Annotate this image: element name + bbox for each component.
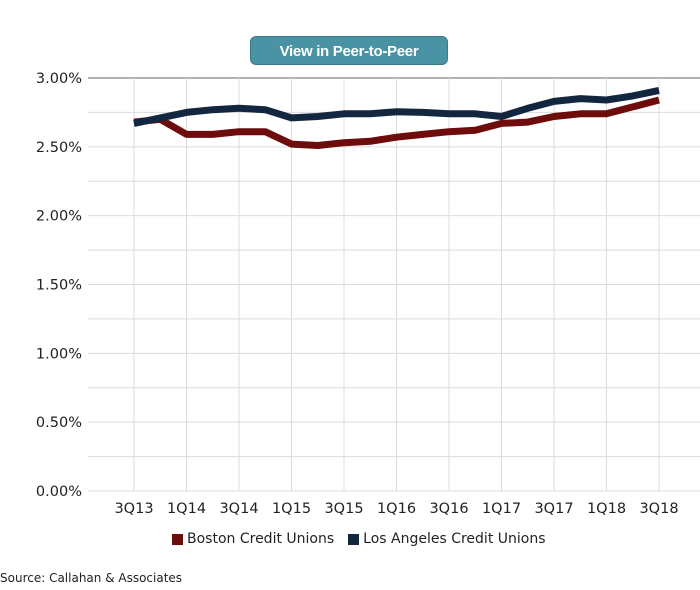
- source-note: Source: Callahan & Associates: [0, 571, 183, 585]
- legend-label-los-angeles: Los Angeles Credit Unions: [363, 531, 546, 547]
- legend-swatch-los-angeles: [348, 533, 360, 545]
- legend-label-boston: Boston Credit Unions: [187, 531, 335, 547]
- line-chart: 3Q13 1Q14 3Q14 1Q15 3Q15 1Q16 3Q16 1Q17 3Q17 1Q18…: [36, 71, 700, 517]
- x-tick-label: 1Q16: [377, 501, 416, 517]
- x-tick-label: 1Q14: [167, 501, 206, 517]
- x-tick-label: 3Q13: [114, 501, 153, 517]
- x-tick-label: 3Q14: [219, 501, 258, 517]
- y-tick-label: 0.50%: [36, 415, 82, 431]
- x-tick-label: 3Q16: [429, 501, 468, 517]
- legend-item-boston: Boston Credit Unions: [172, 531, 334, 547]
- x-tick-label: 1Q17: [482, 501, 521, 517]
- y-tick-label: 1.00%: [36, 346, 82, 362]
- y-tick-label: 0.00%: [36, 484, 82, 500]
- legend-item-los-angeles: Los Angeles Credit Unions: [348, 531, 546, 547]
- x-tick-label: 1Q15: [272, 501, 311, 517]
- legend-swatch-boston: [172, 533, 183, 545]
- x-tick-label: 3Q18: [639, 501, 678, 517]
- legend: Boston Credit Unions Los Angeles Credit …: [172, 531, 546, 547]
- y-tick-label: 1.50%: [36, 278, 82, 294]
- x-tick-label: 3Q17: [534, 501, 573, 517]
- y-tick-label: 3.00%: [36, 71, 82, 87]
- y-tick-label: 2.00%: [36, 209, 82, 225]
- view-in-peer-to-peer-button[interactable]: View in Peer-to-Peer: [250, 36, 448, 65]
- y-tick-label: 2.50%: [36, 140, 82, 156]
- x-tick-label: 3Q15: [324, 501, 363, 517]
- x-tick-label: 1Q18: [587, 501, 626, 517]
